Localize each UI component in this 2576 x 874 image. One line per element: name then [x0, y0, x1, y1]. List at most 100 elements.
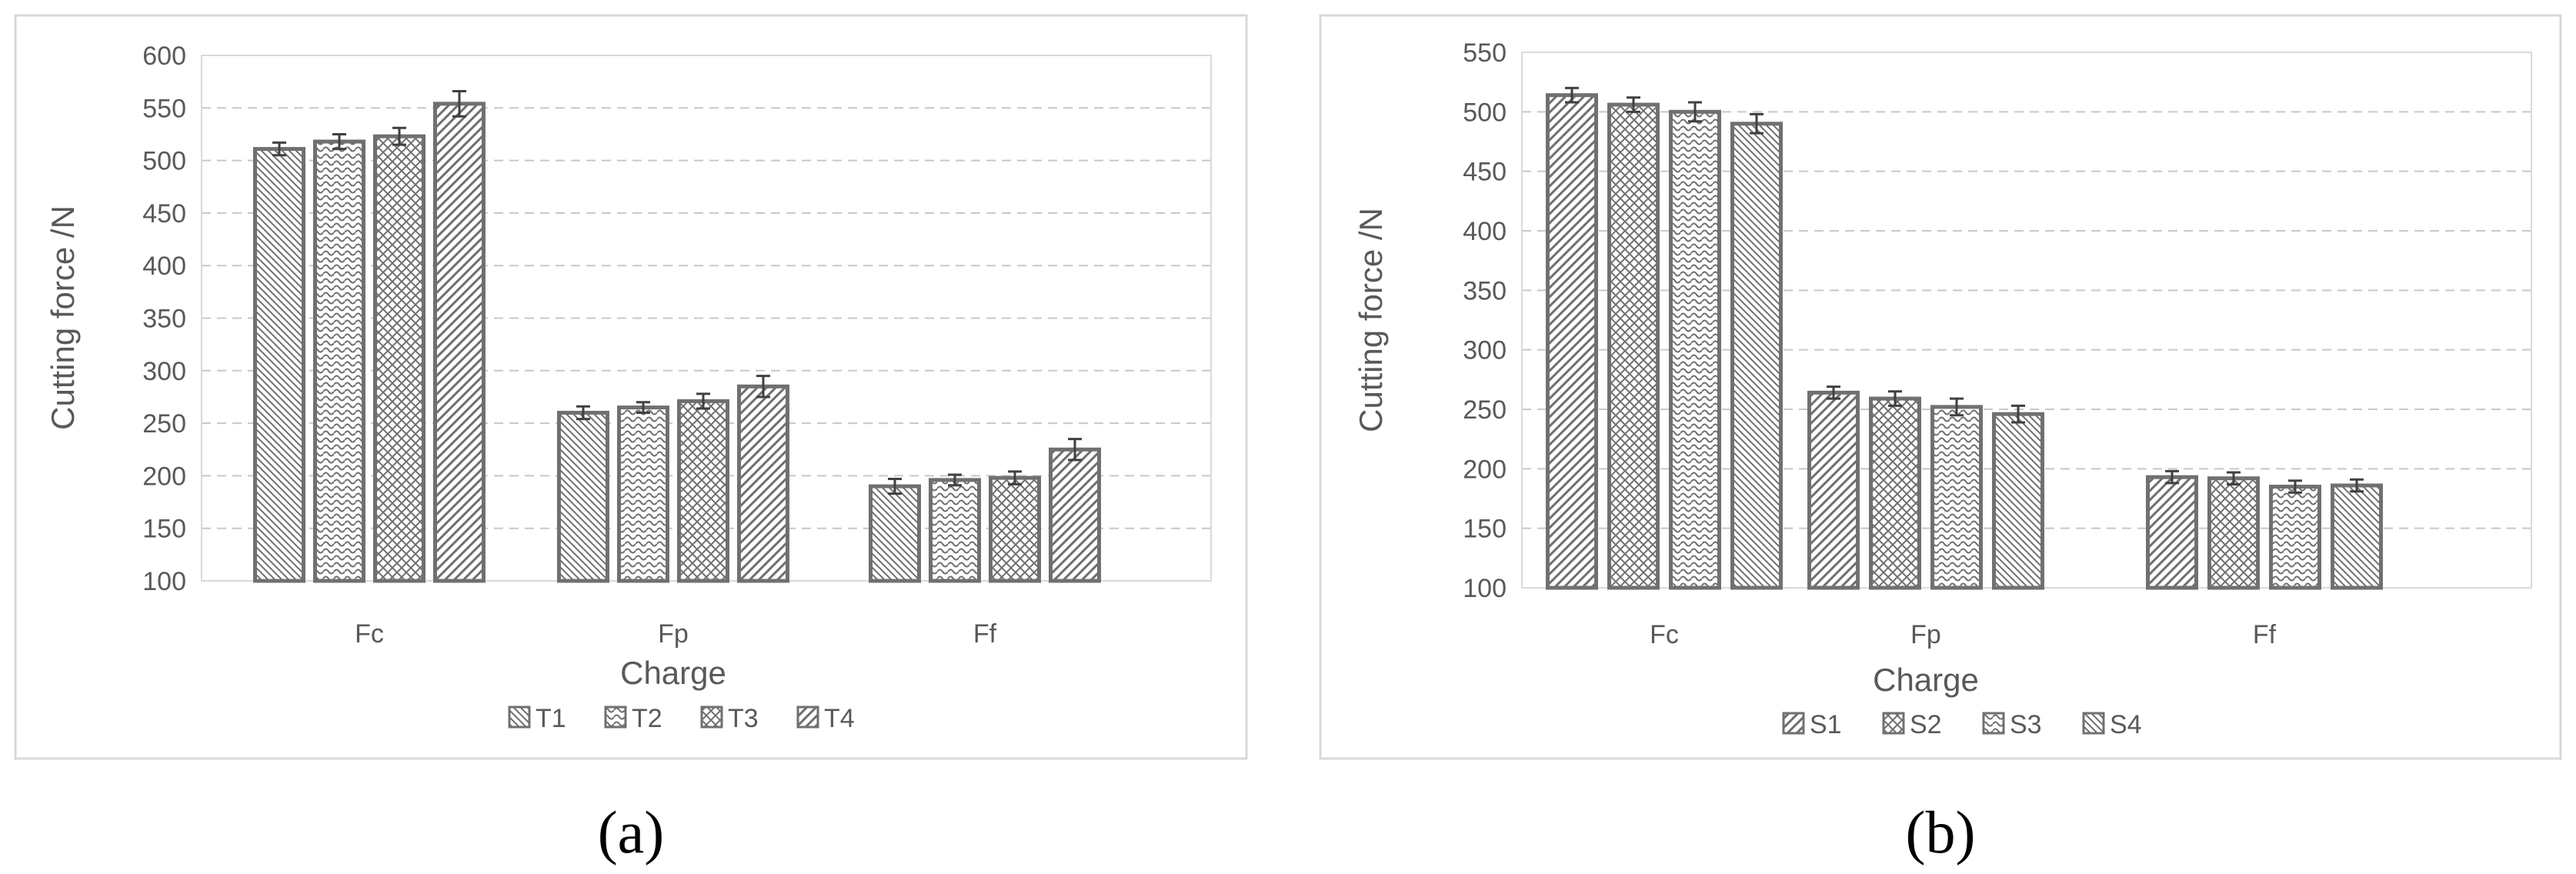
bar-T3-Fc [373, 134, 425, 583]
x-axis-title-a: Charge [620, 655, 726, 691]
legend-b: S1 S2 S3 S4 [1782, 710, 2142, 739]
bar-S4-Fp [1992, 412, 2044, 590]
bar-S2-Fp [1869, 396, 1921, 590]
error-bar-T3-Fp [696, 392, 710, 410]
bar-T3-Ff [989, 475, 1041, 583]
y-tick-label: 450 [142, 199, 186, 229]
legend-swatch [1882, 712, 1905, 735]
x-axis-title-b: Charge [1873, 662, 1979, 698]
y-tick-label: 100 [142, 567, 186, 596]
bar-T3-Fp [677, 399, 729, 583]
legend-item-S4: S4 [2082, 710, 2142, 739]
bar-S4-Ff [2331, 483, 2383, 590]
error-bar-S1-Fp [1827, 385, 1840, 400]
y-tick-label: 600 [142, 42, 186, 71]
legend-item-S1: S1 [1782, 710, 1842, 739]
x-tick-label: Fc [355, 619, 384, 649]
bar-T2-Fp [617, 405, 669, 583]
legend-swatch [796, 706, 819, 729]
y-tick-label: 350 [142, 305, 186, 334]
y-tick-label: 400 [1463, 217, 1507, 246]
chart-panel-b: 100 150 200 250 300 350 400 450 500 550 Fc Fp Ff Cu… [1319, 14, 2562, 866]
bar-T2-Ff [929, 478, 981, 583]
error-bar-T2-Fc [332, 132, 346, 151]
legend-label: S3 [2010, 710, 2042, 739]
y-tick-label: 350 [1463, 276, 1507, 305]
y-axis-title-b: Cutting force /N [1353, 208, 1389, 432]
legend-item-S3: S3 [1982, 710, 2042, 739]
error-bar-S1-Ff [2165, 469, 2179, 485]
bar-S4-Fc [1730, 122, 1783, 590]
y-tick-label: 450 [1463, 158, 1507, 187]
x-tick-label: Fp [658, 619, 689, 649]
error-bar-S2-Fp [1888, 390, 1902, 407]
legend-label: S4 [2110, 710, 2142, 739]
y-tick-label: 400 [142, 252, 186, 281]
bar-T4-Fp [737, 384, 789, 583]
chart-panel-a: 100 150 200 250 300 350 400 450 500 550 600 Fc Fp Ff… [14, 14, 1248, 866]
bars-b [1546, 86, 2383, 590]
y-tick-label: 550 [142, 94, 186, 123]
x-tick-labels-b: Fc Fp Ff [1650, 620, 2277, 649]
error-bar-S4-Ff [2350, 478, 2364, 493]
legend-item-T4: T4 [796, 704, 855, 733]
error-bar-S2-Ff [2227, 471, 2241, 485]
error-bar-T2-Ff [948, 473, 962, 487]
bar-S3-Fc [1669, 109, 1721, 590]
y-axis-title-a: Cutting force /N [45, 205, 81, 430]
legend-item-T3: T3 [700, 704, 759, 733]
error-bar-T4-Fc [452, 89, 466, 118]
error-bar-S3-Fc [1688, 101, 1702, 123]
error-bar-T1-Ff [888, 477, 902, 495]
y-tick-label: 200 [1463, 455, 1507, 484]
error-bar-S4-Fc [1750, 112, 1763, 135]
y-tick-label: 300 [142, 357, 186, 386]
legend-item-S2: S2 [1882, 710, 1942, 739]
error-bar-S1-Fc [1565, 86, 1579, 104]
error-bar-T1-Fc [272, 141, 286, 157]
bar-S1-Fc [1546, 93, 1598, 590]
y-tick-labels-a: 100 150 200 250 300 350 400 450 500 550 600 [142, 42, 186, 596]
bar-T1-Ff [869, 484, 921, 583]
legend-label: S2 [1910, 710, 1942, 739]
error-bar-S2-Fc [1627, 96, 1640, 113]
y-tick-label: 250 [142, 409, 186, 439]
bar-T1-Fp [557, 410, 609, 583]
error-bar-S3-Ff [2288, 479, 2302, 494]
error-bar-T1-Fp [576, 405, 590, 421]
x-tick-labels-a: Fc Fp Ff [355, 619, 997, 649]
error-bar-T2-Fp [636, 401, 650, 414]
panel-frame-a [14, 14, 1248, 760]
bars-a [253, 89, 1101, 583]
bar-S1-Fp [1807, 390, 1860, 590]
y-tick-label: 150 [142, 515, 186, 544]
panel-frame-b [1319, 14, 2562, 760]
legend-swatch [700, 706, 723, 729]
y-tick-label: 500 [1463, 98, 1507, 127]
bar-S3-Fp [1930, 405, 1983, 590]
x-tick-label: Ff [2253, 620, 2277, 649]
y-tick-label: 250 [1463, 395, 1507, 425]
legend-item-T1: T1 [508, 704, 566, 733]
bar-T2-Fc [313, 139, 365, 583]
legend-swatch [1782, 712, 1805, 735]
legend-swatch [1982, 712, 2005, 735]
legend-label: S1 [1810, 710, 1842, 739]
y-tick-label: 500 [142, 147, 186, 176]
legend-label: T2 [632, 704, 662, 733]
bar-S2-Fc [1607, 102, 1660, 590]
legend-label: T1 [536, 704, 566, 733]
y-tick-label: 300 [1463, 336, 1507, 365]
bar-T4-Ff [1049, 447, 1101, 583]
error-bar-T4-Ff [1068, 438, 1082, 462]
error-bar-T3-Fc [392, 126, 406, 146]
legend-swatch [604, 706, 627, 729]
bar-S3-Ff [2269, 485, 2321, 590]
bar-T1-Fc [253, 147, 305, 583]
y-tick-label: 200 [142, 462, 186, 491]
x-tick-label: Fc [1650, 620, 1679, 649]
legend-a: T1 T2 T3 T4 [508, 704, 855, 733]
legend-swatch [2082, 712, 2105, 735]
error-bar-T4-Fp [756, 375, 770, 399]
x-tick-label: Ff [973, 619, 997, 649]
